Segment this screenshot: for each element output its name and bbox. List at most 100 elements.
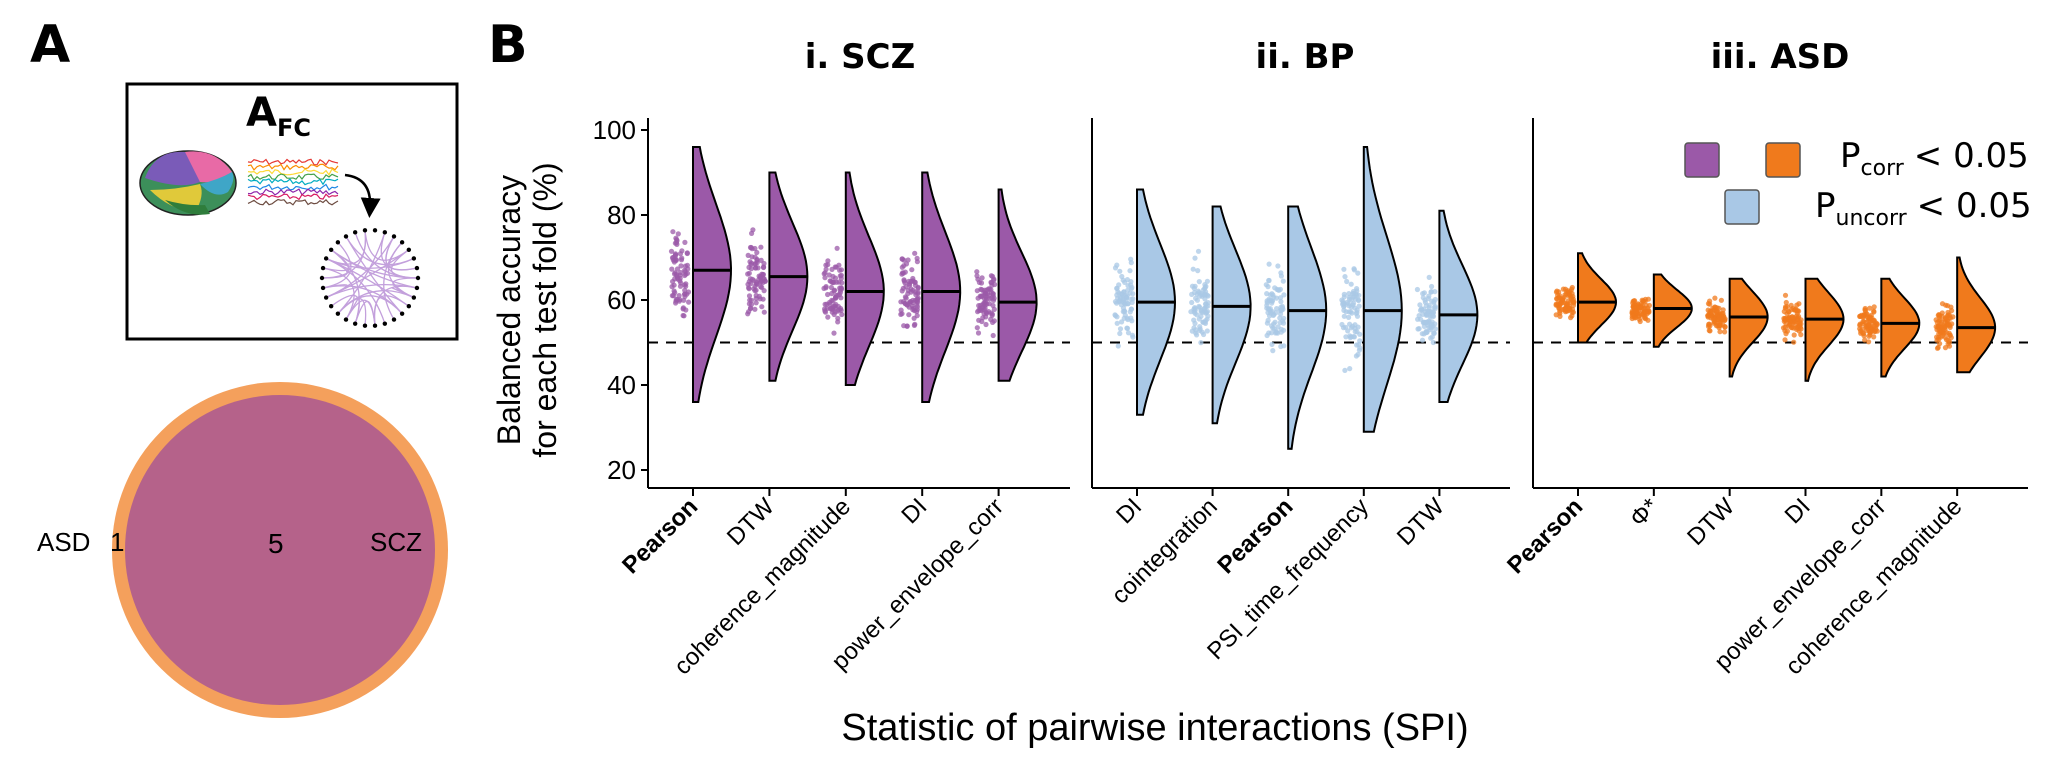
timeseries-line	[247, 173, 339, 181]
legend-swatch-asd	[1765, 142, 1801, 178]
data-point	[677, 283, 684, 289]
data-point	[1783, 331, 1789, 337]
afc-title-sub: FC	[277, 114, 311, 142]
data-point	[1569, 284, 1575, 291]
data-point	[1196, 279, 1202, 285]
data-point	[1270, 325, 1276, 331]
data-point	[1785, 316, 1791, 322]
timeseries-line	[247, 178, 339, 186]
legend-swatch-bp	[1724, 189, 1760, 225]
data-point	[1857, 326, 1863, 332]
data-point	[986, 296, 993, 302]
data-point	[1719, 311, 1725, 317]
data-point	[1557, 300, 1564, 307]
data-point	[1717, 329, 1723, 335]
data-point	[752, 306, 758, 312]
network-node	[328, 304, 334, 309]
data-point	[1942, 345, 1949, 351]
data-point	[905, 287, 911, 293]
data-point	[911, 315, 917, 321]
data-point	[1272, 330, 1279, 336]
data-point	[983, 321, 989, 328]
data-point	[1122, 279, 1128, 285]
data-point	[1423, 319, 1429, 325]
data-point	[1942, 326, 1948, 332]
afc-schematic: AFC	[125, 82, 459, 341]
data-point	[1341, 313, 1347, 319]
data-point	[1871, 323, 1877, 329]
data-point	[982, 287, 988, 293]
data-point	[1426, 325, 1432, 331]
panel-b-letter: B	[488, 15, 528, 75]
x-tick-label: DI	[1111, 493, 1147, 529]
data-point	[914, 259, 921, 265]
data-point	[1643, 302, 1649, 308]
data-point	[831, 330, 837, 336]
violin	[1577, 252, 1618, 344]
data-point	[682, 282, 688, 288]
data-point	[670, 229, 676, 235]
data-point	[1420, 291, 1426, 297]
data-point	[978, 286, 984, 292]
data-point	[825, 291, 831, 298]
data-point	[684, 262, 691, 268]
data-point	[758, 279, 764, 285]
data-point	[1195, 268, 1201, 274]
data-point	[990, 332, 996, 339]
jitter-points	[1780, 292, 1804, 345]
data-point	[1422, 297, 1428, 303]
data-point	[975, 330, 982, 336]
data-point	[905, 257, 911, 263]
data-point	[1277, 295, 1284, 301]
data-point	[1202, 282, 1208, 288]
data-point	[669, 266, 675, 272]
data-point	[1934, 334, 1940, 340]
timeseries-line	[247, 168, 339, 176]
data-point	[1278, 326, 1284, 332]
data-point	[1637, 318, 1643, 325]
network-node	[328, 247, 334, 252]
data-point	[681, 313, 687, 319]
legend: Pcorr < 0.05 Puncorr < 0.05	[1684, 136, 2032, 231]
data-point	[1189, 283, 1196, 289]
data-point	[674, 266, 681, 272]
data-point	[1416, 313, 1422, 319]
data-point	[1563, 300, 1569, 307]
data-point	[751, 286, 757, 292]
network-edge	[322, 283, 348, 299]
data-point	[1867, 315, 1873, 321]
data-point	[1269, 298, 1275, 304]
data-point	[899, 288, 905, 294]
data-point	[1791, 339, 1797, 345]
data-point	[1355, 270, 1361, 276]
data-point	[679, 255, 685, 261]
data-point	[1636, 305, 1642, 311]
data-point	[1188, 309, 1194, 315]
data-point	[978, 293, 984, 299]
data-point	[1425, 308, 1431, 314]
data-point	[822, 275, 828, 281]
data-point	[831, 288, 837, 294]
data-point	[1277, 286, 1283, 292]
data-point	[974, 269, 980, 275]
violin	[844, 171, 885, 386]
data-point	[683, 307, 689, 313]
violin	[1652, 273, 1693, 348]
data-point	[827, 278, 833, 284]
data-point	[1346, 291, 1352, 297]
violin	[1728, 277, 1769, 378]
x-tick-label: Pearson	[617, 493, 703, 579]
data-point	[1348, 304, 1354, 310]
data-point	[836, 262, 842, 268]
violin	[921, 171, 962, 403]
data-point	[1128, 306, 1134, 312]
data-point	[1428, 289, 1434, 295]
data-point	[1428, 335, 1434, 341]
data-point	[1632, 315, 1638, 321]
data-point	[1946, 312, 1952, 318]
data-point	[1117, 268, 1123, 274]
x-tick-label: Pearson	[1502, 493, 1588, 579]
data-point	[1194, 332, 1200, 338]
data-point	[1121, 296, 1127, 302]
